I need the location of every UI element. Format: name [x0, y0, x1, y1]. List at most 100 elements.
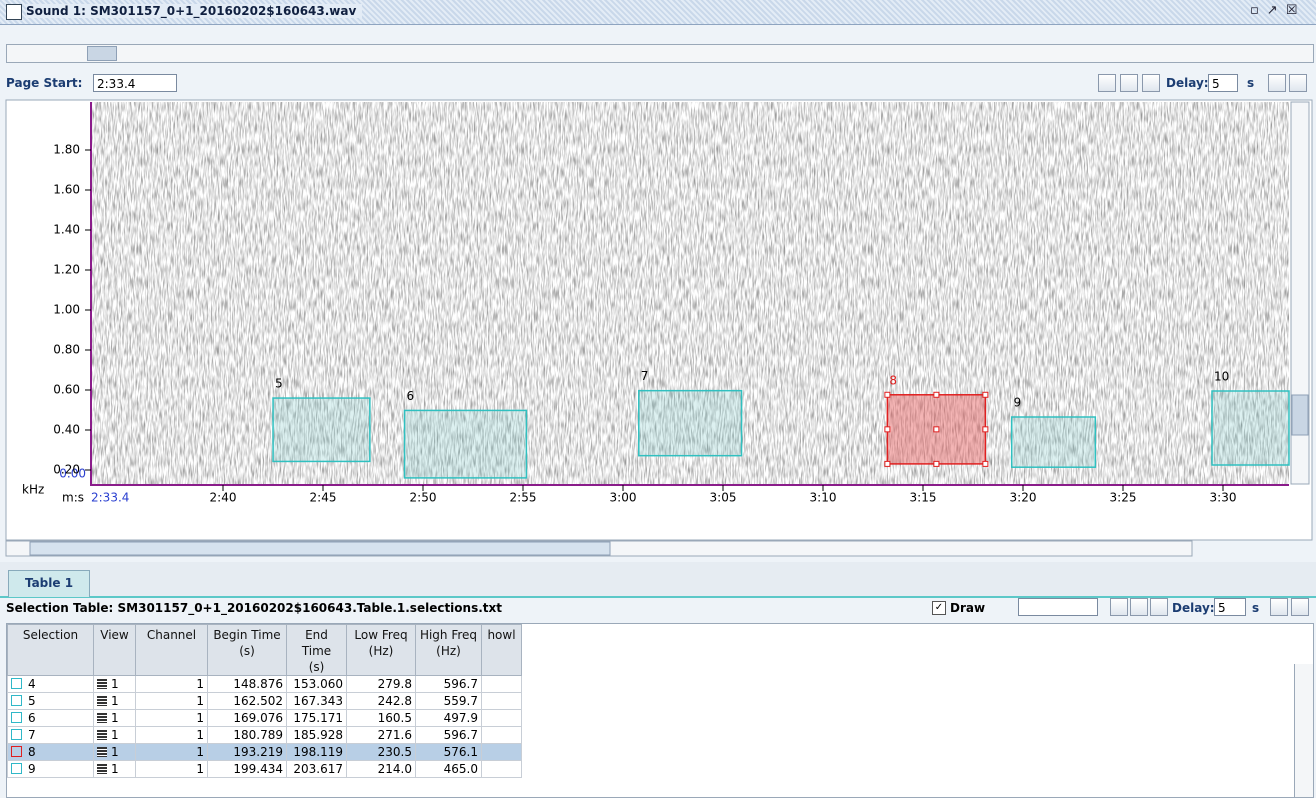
cell-text: 185.928 [293, 728, 343, 742]
cell-text: 162.502 [233, 694, 283, 708]
button[interactable] [1130, 598, 1148, 616]
table-cell: 596.7 [416, 727, 482, 744]
table-row: 911199.434203.617214.0465.0 [8, 761, 522, 778]
cell-text: 214.0 [378, 762, 412, 776]
table-cell: 1 [94, 744, 136, 761]
find-input[interactable] [1018, 598, 1098, 616]
cell-text: 153.060 [293, 677, 343, 691]
column-name: Channel [138, 627, 205, 643]
tab[interactable]: Table 1 [8, 570, 90, 597]
cell-text: 230.5 [378, 745, 412, 759]
cell-text: 1 [196, 762, 204, 776]
column-header: Begin Time(s) [208, 625, 287, 676]
time-tick-label: 2:45 [310, 491, 337, 505]
row-checkbox [11, 678, 22, 689]
cell-text: 6 [28, 711, 36, 725]
column-name: howl [484, 627, 519, 643]
table-cell: 214.0 [347, 761, 416, 778]
selection-box [1012, 417, 1096, 467]
column-unit: (Hz) [418, 643, 479, 659]
resize-handle [983, 392, 988, 397]
table-cell: 193.219 [208, 744, 287, 761]
selection-label: 8 [889, 373, 897, 387]
column-name: High Freq [418, 627, 479, 643]
resize-handle [983, 461, 988, 466]
row-checkbox [11, 763, 22, 774]
delay-input[interactable]: 5 [1214, 598, 1246, 616]
view-icon [97, 696, 107, 706]
cell-text: 199.434 [233, 762, 283, 776]
table-cell: 148.876 [208, 676, 287, 693]
time-tick-label: 3:00 [610, 491, 637, 505]
column-header: Low Freq(Hz) [347, 625, 416, 676]
button[interactable] [1291, 598, 1309, 616]
table-cell: 1 [136, 727, 208, 744]
table-cell [482, 727, 522, 744]
button[interactable] [1110, 598, 1128, 616]
time-tick-label: 3:15 [910, 491, 937, 505]
resize-handle [934, 427, 939, 432]
table-cell [482, 676, 522, 693]
cell-text: 169.076 [233, 711, 283, 725]
column-header: End Time(s) [287, 625, 347, 676]
selection-label: 7 [641, 369, 649, 383]
table-cell: 1 [94, 693, 136, 710]
draw-label: Draw [950, 601, 985, 615]
selection-box [1212, 391, 1289, 465]
cell-text: 596.7 [444, 728, 478, 742]
table-cell: 180.789 [208, 727, 287, 744]
table-cell: 5 [8, 693, 94, 710]
draw-checkbox[interactable]: ✓ [932, 601, 946, 615]
table-cell: 279.8 [347, 676, 416, 693]
table-cell: 199.434 [208, 761, 287, 778]
table-cell: 271.6 [347, 727, 416, 744]
cell-text: 193.219 [233, 745, 283, 759]
row-checkbox [11, 729, 22, 740]
scroll-thumb[interactable] [30, 542, 610, 555]
cell-text: 465.0 [444, 762, 478, 776]
table-cell: 169.076 [208, 710, 287, 727]
cell-text: 559.7 [444, 694, 478, 708]
table-cell: 230.5 [347, 744, 416, 761]
view-icon [97, 713, 107, 723]
column-header: Channel [136, 625, 208, 676]
resize-handle [885, 427, 890, 432]
column-name: Selection [10, 627, 91, 643]
time-tick-label: 2:55 [510, 491, 537, 505]
column-header: View [94, 625, 136, 676]
button[interactable] [1150, 598, 1168, 616]
resize-handle [934, 461, 939, 466]
cell-text: 8 [28, 745, 36, 759]
freq-tick-label: 0.60 [53, 383, 80, 397]
table-cell: 185.928 [287, 727, 347, 744]
cell-text: 1 [111, 694, 119, 708]
table-row: 611169.076175.171160.5497.9 [8, 710, 522, 727]
table-row: 411148.876153.060279.8596.7 [8, 676, 522, 693]
table-title: Selection Table: SM301157_0+1_20160202$1… [6, 601, 502, 615]
table-cell: 153.060 [287, 676, 347, 693]
table-cell: 242.8 [347, 693, 416, 710]
table-cell: 1 [94, 710, 136, 727]
button[interactable] [1270, 598, 1288, 616]
freq-tick-label: 1.80 [53, 143, 80, 157]
view-icon [97, 679, 107, 689]
selection-label: 10 [1214, 370, 1229, 384]
freq-tick-label: 1.20 [53, 263, 80, 277]
column-header: Selection [8, 625, 94, 676]
table-scrollbar[interactable] [1294, 664, 1313, 797]
scroll-thumb[interactable] [1292, 395, 1308, 435]
cell-text: 497.9 [444, 711, 478, 725]
selection-box [639, 391, 742, 456]
delay-unit: s [1252, 601, 1259, 615]
cell-text: 576.1 [444, 745, 478, 759]
table-cell: 497.9 [416, 710, 482, 727]
cell-text: 4 [28, 677, 36, 691]
cell-text: 1 [196, 694, 204, 708]
selection-box [405, 410, 527, 477]
row-checkbox [11, 746, 22, 757]
spectrogram-view: kHz m:s 0.00 2:33.4 1.801.601.401.201.00… [0, 0, 1316, 560]
selection-box [273, 398, 370, 461]
cell-text: 1 [111, 677, 119, 691]
